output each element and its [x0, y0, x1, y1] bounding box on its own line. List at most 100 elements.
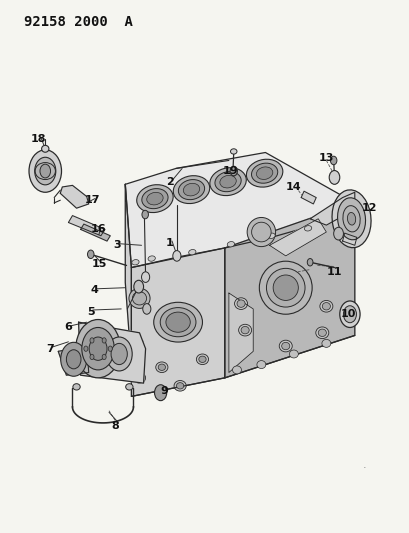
Ellipse shape	[279, 340, 292, 352]
Ellipse shape	[199, 356, 206, 362]
Polygon shape	[60, 185, 89, 208]
Text: 6: 6	[65, 322, 72, 333]
Ellipse shape	[332, 190, 371, 248]
Ellipse shape	[133, 373, 146, 383]
Ellipse shape	[282, 342, 290, 350]
Circle shape	[61, 342, 87, 376]
Ellipse shape	[220, 175, 236, 188]
Circle shape	[142, 272, 150, 282]
Circle shape	[334, 227, 344, 240]
Circle shape	[90, 338, 94, 343]
Polygon shape	[225, 203, 355, 378]
Ellipse shape	[178, 180, 204, 200]
Circle shape	[155, 385, 167, 401]
Text: 12: 12	[361, 203, 377, 213]
Text: 3: 3	[113, 240, 121, 251]
Polygon shape	[58, 346, 89, 375]
Circle shape	[29, 150, 61, 192]
Text: 19: 19	[223, 166, 239, 176]
Circle shape	[143, 304, 151, 314]
Ellipse shape	[337, 198, 366, 240]
Ellipse shape	[126, 384, 133, 390]
Ellipse shape	[189, 249, 196, 255]
Ellipse shape	[147, 192, 163, 205]
Polygon shape	[270, 219, 326, 256]
Polygon shape	[79, 322, 146, 383]
Polygon shape	[229, 293, 253, 373]
Ellipse shape	[246, 159, 283, 187]
Text: 9: 9	[160, 386, 168, 396]
Circle shape	[230, 166, 237, 176]
Circle shape	[102, 338, 106, 343]
Ellipse shape	[318, 329, 326, 336]
Circle shape	[106, 337, 132, 371]
Text: .: .	[363, 460, 366, 470]
Text: 17: 17	[85, 195, 101, 205]
Ellipse shape	[142, 189, 168, 208]
Ellipse shape	[241, 326, 249, 334]
Ellipse shape	[137, 185, 173, 213]
Circle shape	[84, 346, 88, 351]
Text: 7: 7	[46, 344, 54, 354]
Ellipse shape	[320, 301, 333, 312]
Circle shape	[90, 354, 94, 360]
Ellipse shape	[160, 308, 196, 337]
Ellipse shape	[316, 327, 329, 338]
Ellipse shape	[345, 316, 353, 323]
Ellipse shape	[238, 324, 252, 336]
Text: 13: 13	[319, 153, 334, 163]
Ellipse shape	[131, 338, 144, 349]
Ellipse shape	[215, 172, 241, 192]
Circle shape	[108, 346, 112, 351]
Ellipse shape	[136, 375, 143, 381]
Ellipse shape	[234, 298, 247, 310]
Polygon shape	[125, 184, 131, 365]
Ellipse shape	[257, 361, 266, 368]
Circle shape	[134, 280, 144, 293]
Ellipse shape	[233, 366, 241, 374]
Ellipse shape	[237, 300, 245, 308]
Text: 5: 5	[87, 306, 94, 317]
Ellipse shape	[133, 292, 146, 305]
Circle shape	[330, 156, 337, 165]
Text: 18: 18	[30, 134, 46, 144]
Ellipse shape	[343, 206, 360, 232]
Text: 1: 1	[166, 238, 174, 248]
Ellipse shape	[132, 260, 139, 265]
Ellipse shape	[196, 354, 209, 365]
Circle shape	[40, 164, 51, 178]
Ellipse shape	[42, 146, 49, 152]
Circle shape	[76, 319, 120, 378]
Ellipse shape	[176, 383, 184, 389]
Ellipse shape	[342, 314, 355, 325]
Circle shape	[142, 211, 148, 219]
Ellipse shape	[134, 340, 141, 346]
Ellipse shape	[304, 225, 312, 231]
Ellipse shape	[256, 167, 273, 180]
Text: 11: 11	[327, 267, 342, 277]
Ellipse shape	[290, 350, 298, 358]
Circle shape	[340, 301, 360, 327]
Ellipse shape	[273, 275, 298, 301]
Ellipse shape	[210, 168, 246, 196]
Polygon shape	[301, 191, 316, 204]
Circle shape	[329, 171, 340, 184]
Polygon shape	[343, 233, 357, 245]
Ellipse shape	[156, 362, 168, 373]
Circle shape	[173, 251, 181, 261]
Circle shape	[89, 337, 107, 360]
Ellipse shape	[266, 268, 305, 307]
Ellipse shape	[339, 220, 346, 225]
Ellipse shape	[129, 288, 150, 309]
Text: 15: 15	[91, 259, 107, 269]
Ellipse shape	[268, 233, 275, 238]
Ellipse shape	[166, 312, 190, 332]
Ellipse shape	[73, 384, 80, 390]
Polygon shape	[125, 152, 355, 268]
Circle shape	[35, 157, 56, 185]
Circle shape	[66, 350, 81, 369]
Ellipse shape	[252, 163, 278, 183]
Ellipse shape	[158, 364, 166, 370]
Ellipse shape	[247, 217, 276, 247]
Polygon shape	[68, 216, 105, 236]
